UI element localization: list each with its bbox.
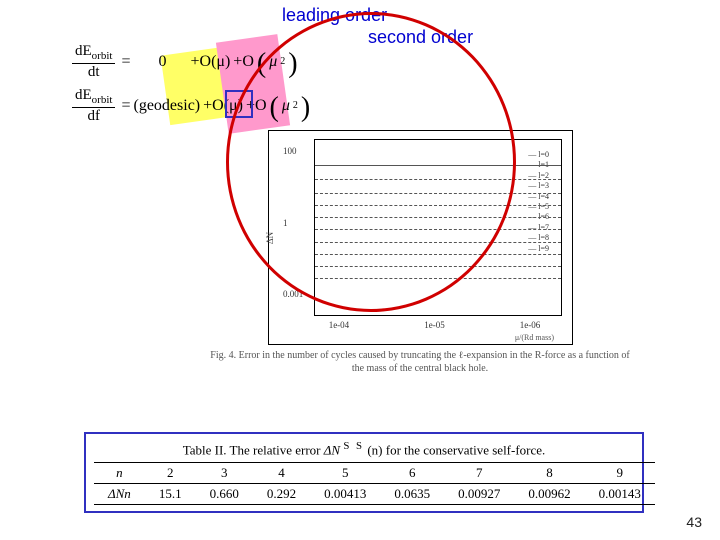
eq1-dE: dE [75, 43, 92, 59]
table-header-cell: 5 [310, 463, 380, 484]
table-cell: 0.00927 [444, 484, 514, 505]
eq2-geodesic: (geodesic) [133, 97, 200, 115]
table-title-sup: S S [343, 440, 364, 452]
eq-equals: = [121, 53, 130, 71]
eq1-plusO: +O [233, 53, 254, 71]
red-circle-annotation [226, 12, 516, 312]
table-cell: 15.1 [145, 484, 196, 505]
error-table: n23456789 ΔNn15.10.6600.2920.004130.0635… [94, 462, 655, 505]
legend-item: — l=7 [528, 223, 549, 233]
table-cell: 0.0635 [380, 484, 444, 505]
table-cell: 0.292 [253, 484, 310, 505]
page-number: 43 [686, 514, 702, 530]
legend-item: — l=1 [528, 160, 549, 170]
legend-item: — l=2 [528, 171, 549, 181]
chart-xlabel: μ/(Rd mass) [515, 333, 554, 342]
table-cell: 0.00143 [585, 484, 655, 505]
legend-item: — l=3 [528, 181, 549, 191]
table-title-sym: ΔN [324, 442, 340, 457]
xtick: 1e-06 [520, 320, 541, 330]
xtick: 1e-04 [329, 320, 350, 330]
table-cell: 0.00962 [514, 484, 584, 505]
eq-equals2: = [121, 97, 130, 115]
eq1-dt: dt [88, 64, 100, 80]
chart-caption: Fig. 4. Error in the number of cycles ca… [210, 350, 630, 375]
table-header-cell: 2 [145, 463, 196, 484]
table-data-row: ΔNn15.10.6600.2920.004130.06350.009270.0… [94, 484, 655, 505]
eq2-df: df [87, 108, 100, 124]
eq1-orbit: orbit [92, 50, 113, 62]
table-header-cell: 7 [444, 463, 514, 484]
table-title-post: (n) for the conservative self-force. [367, 442, 545, 457]
eq2-lhs: dEorbit df [72, 88, 115, 124]
table-panel: Table II. The relative error ΔN S S (n) … [84, 432, 644, 513]
eq1-zero: 0 [158, 53, 166, 71]
table-header-row: n23456789 [94, 463, 655, 484]
legend-item: — l=9 [528, 244, 549, 254]
chart-legend: — l=0— l=1— l=2— l=3— l=4— l=5— l=6— l=7… [528, 150, 549, 254]
table-header-cell: 3 [196, 463, 253, 484]
eq2-dE: dE [75, 87, 92, 103]
xtick: 1e-05 [424, 320, 445, 330]
legend-item: — l=5 [528, 202, 549, 212]
table-row-label: ΔNn [94, 484, 145, 505]
legend-item: — l=0 [528, 150, 549, 160]
table-title-pre: Table II. The relative error [183, 442, 324, 457]
table-cell: 0.660 [196, 484, 253, 505]
eq2-orbit: orbit [92, 94, 113, 106]
eq1-lhs: dEorbit dt [72, 44, 115, 80]
slide: leading order second order dEorbit dt = … [0, 0, 720, 540]
eq1-O-mu: +O(μ) [190, 53, 230, 71]
table-header-cell: n [94, 463, 145, 484]
table-header-cell: 9 [585, 463, 655, 484]
table-header-cell: 8 [514, 463, 584, 484]
table-title: Table II. The relative error ΔN S S (n) … [94, 440, 634, 458]
table-cell: 0.00413 [310, 484, 380, 505]
table-header-cell: 6 [380, 463, 444, 484]
table-header-cell: 4 [253, 463, 310, 484]
